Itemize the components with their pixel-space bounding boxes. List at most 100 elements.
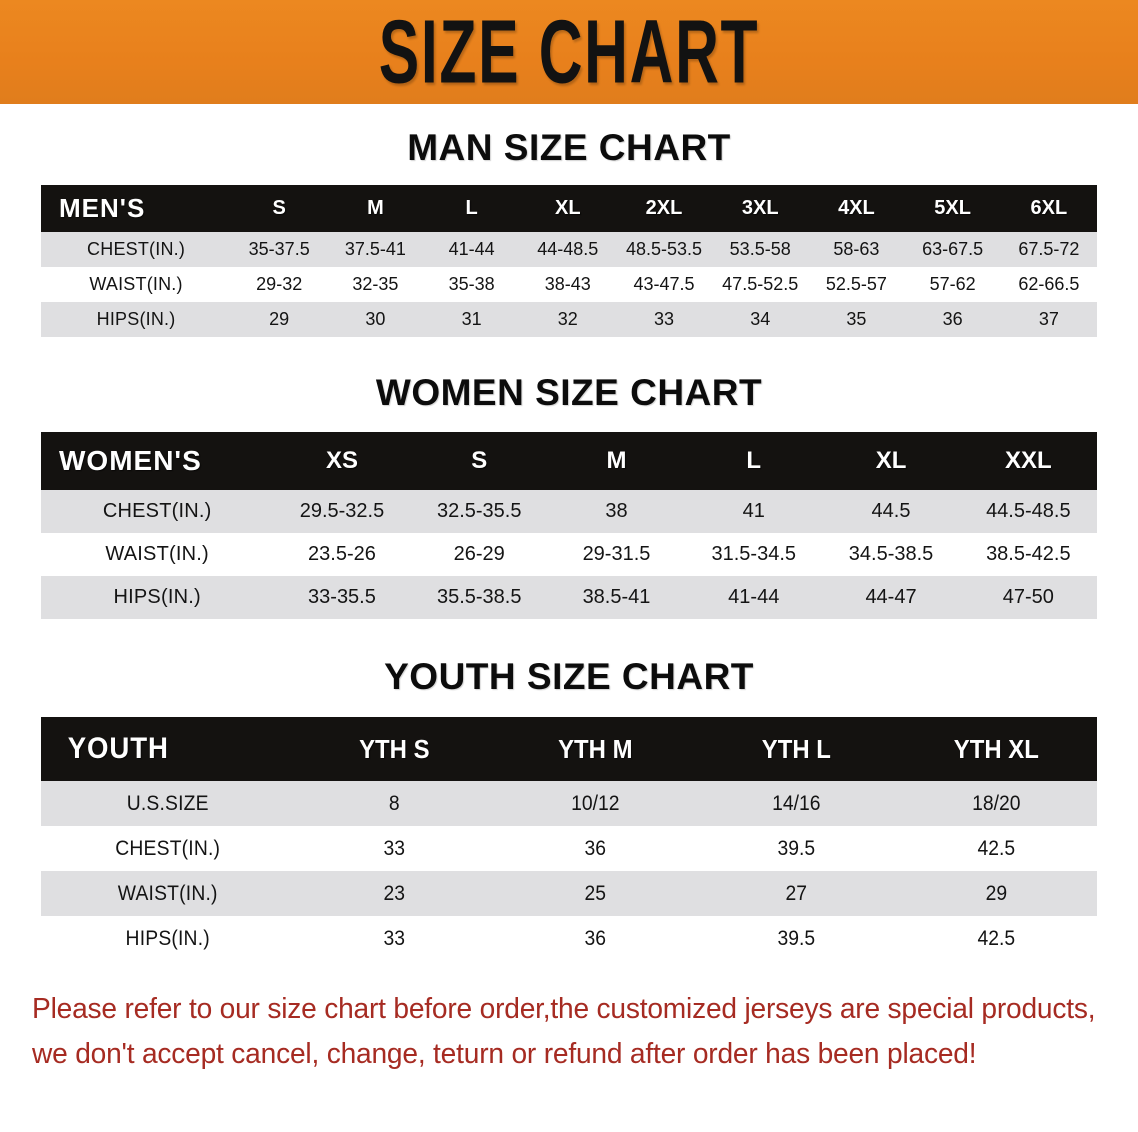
women-section-title: WOMEN SIZE CHART	[375, 372, 763, 413]
man-measurement-value: 35-38	[448, 274, 495, 294]
women-size-column-header: XS	[325, 447, 358, 474]
women-measurement-value: 31.5-34.5	[711, 543, 797, 565]
man-measurement-value: 29	[269, 309, 290, 329]
man-measurement-value: 38-43	[544, 274, 591, 294]
youth-measurement-value: 36	[584, 836, 607, 860]
women-measurement-value: 47-50	[1002, 586, 1054, 608]
youth-measurement-value: 33	[383, 836, 406, 860]
women-table-row: HIPS(IN.) 33-35.5 35.5-38.5 38.5-41 41-44 44-…	[41, 576, 1097, 619]
man-table-body: CHEST(IN.) 35-37.5 37.5-41 41-44 44-48.5 48.5…	[41, 232, 1097, 337]
man-measurement-value: 44-48.5	[537, 239, 599, 259]
women-size-column-header: XL	[875, 447, 907, 474]
man-size-table: MEN'S S M L XL 2XL 3XL 4XL 5XL 6XL CHEST(IN.) 35-3…	[41, 185, 1097, 337]
women-measurement-value: 23.5-26	[308, 543, 376, 565]
man-measurement-label: CHEST(IN.)	[87, 239, 186, 259]
women-table-row: WAIST(IN.) 23.5-26 26-29 29-31.5 31.5-34.5 34…	[41, 533, 1097, 576]
women-header-row: WOMEN'S XS S M L XL XXL	[41, 432, 1097, 490]
man-measurement-value: 48.5-53.5	[625, 239, 703, 259]
youth-table-row: HIPS(IN.) 33 36 39.5 42.5	[41, 916, 1097, 961]
youth-table-head: YOUTH YTH S YTH M YTH L YTH XL	[41, 717, 1097, 781]
man-size-column-header: 2XL	[645, 197, 683, 219]
man-measurement-value: 37.5-41	[344, 239, 406, 259]
page-banner: SIZE CHART	[0, 0, 1138, 104]
man-size-column-header: 5XL	[934, 197, 971, 219]
youth-table-body: U.S.SIZE 8 10/12 14/16 18/20 CHEST(IN.) 33 36 39…	[41, 781, 1097, 961]
man-table-row: HIPS(IN.) 29 30 31 32 33 34 35 36 37	[41, 302, 1097, 337]
man-measurement-value: 58-63	[833, 239, 880, 259]
youth-table-row: WAIST(IN.) 23 25 27 29	[41, 871, 1097, 916]
man-table-row: WAIST(IN.) 29-32 32-35 35-38 38-43 43-47.5 47.…	[41, 267, 1097, 302]
man-table-head: MEN'S S M L XL 2XL 3XL 4XL 5XL 6XL	[41, 185, 1097, 232]
man-size-column-header: S	[272, 197, 286, 219]
women-measurement-value: 41-44	[728, 586, 780, 608]
youth-table-row: CHEST(IN.) 33 36 39.5 42.5	[41, 826, 1097, 871]
man-measurement-value: 63-67.5	[922, 239, 984, 259]
women-measurement-value: 34.5-38.5	[848, 543, 934, 565]
man-measurement-value: 67.5-72	[1018, 239, 1080, 259]
youth-measurement-value: 27	[785, 881, 807, 905]
women-measurement-value: 41	[742, 500, 765, 522]
women-measurement-label: CHEST(IN.)	[102, 500, 212, 522]
youth-measurement-label: CHEST(IN.)	[115, 836, 221, 860]
youth-measurement-value: 18/20	[972, 791, 1021, 815]
women-measurement-value: 38.5-42.5	[986, 543, 1071, 565]
youth-section-title: YOUTH SIZE CHART	[384, 656, 754, 697]
women-measurement-value: 38	[605, 500, 628, 522]
youth-size-table: YOUTH YTH S YTH M YTH L YTH XL U.S.SIZE 8 10/1…	[41, 717, 1097, 961]
man-size-column-header: 6XL	[1030, 197, 1068, 219]
man-size-column-header: 3XL	[741, 197, 779, 219]
women-size-column-header: M	[606, 447, 627, 474]
man-measurement-value: 34	[750, 309, 771, 329]
man-measurement-value: 43-47.5	[633, 274, 695, 294]
women-size-table-wrapper: WOMEN'S XS S M L XL XXL CHEST(IN.) 29.5-32.5 32.…	[41, 432, 1097, 619]
women-measurement-value: 32.5-35.5	[436, 500, 522, 522]
women-measurement-value: 26-29	[453, 543, 505, 565]
man-measurement-value: 35	[846, 309, 867, 329]
youth-measurement-value: 42.5	[977, 926, 1016, 950]
women-table-body: CHEST(IN.) 29.5-32.5 32.5-35.5 38 41 44.5 44.5…	[41, 490, 1097, 619]
man-size-column-header: L	[465, 197, 478, 219]
man-header-row: MEN'S S M L XL 2XL 3XL 4XL 5XL 6XL	[41, 185, 1097, 232]
youth-measurement-value: 8	[389, 791, 401, 815]
order-policy-notice: Please refer to our size chart before or…	[32, 987, 1106, 1077]
youth-measurement-value: 39.5	[777, 836, 815, 860]
man-measurement-value: 53.5-58	[729, 239, 791, 259]
women-measurement-value: 44-47	[865, 586, 917, 608]
youth-measurement-label: WAIST(IN.)	[117, 881, 218, 905]
women-table-corner-label: WOMEN'S	[59, 445, 202, 476]
youth-measurement-value: 33	[383, 926, 406, 950]
man-measurement-value: 52.5-57	[825, 274, 887, 294]
notice-line-2: we don't accept cancel, change, teturn o…	[32, 1038, 977, 1070]
man-measurement-label: WAIST(IN.)	[89, 274, 183, 294]
man-measurement-value: 32-35	[352, 274, 399, 294]
page-title: SIZE CHART	[378, 0, 760, 103]
man-measurement-value: 29-32	[256, 274, 303, 294]
youth-header-row: YOUTH YTH S YTH M YTH L YTH XL	[41, 717, 1097, 781]
notice-line-1: Please refer to our size chart before or…	[32, 993, 1096, 1025]
women-table-head: WOMEN'S XS S M L XL XXL	[41, 432, 1097, 490]
youth-size-column-header: YTH M	[558, 733, 633, 764]
youth-measurement-label: U.S.SIZE	[126, 791, 209, 815]
women-size-column-header: S	[471, 447, 488, 474]
youth-measurement-value: 10/12	[571, 791, 620, 815]
youth-measurement-label: HIPS(IN.)	[125, 926, 210, 950]
women-measurement-label: HIPS(IN.)	[113, 586, 201, 608]
man-measurement-label: HIPS(IN.)	[96, 309, 176, 329]
man-table-row: CHEST(IN.) 35-37.5 37.5-41 41-44 44-48.5 48.5…	[41, 232, 1097, 267]
man-section-title: MAN SIZE CHART	[407, 127, 731, 168]
women-measurement-value: 29-31.5	[582, 543, 651, 565]
man-measurement-value: 31	[461, 309, 482, 329]
man-measurement-value: 41-44	[448, 239, 495, 259]
youth-size-table-wrapper: YOUTH YTH S YTH M YTH L YTH XL U.S.SIZE 8 10/1…	[41, 717, 1097, 961]
man-measurement-value: 47.5-52.5	[722, 274, 799, 294]
man-measurement-value: 30	[365, 309, 386, 329]
youth-size-column-header: YTH XL	[954, 733, 1040, 764]
man-measurement-value: 37	[1038, 309, 1059, 329]
youth-measurement-value: 25	[584, 881, 607, 905]
man-table-corner-label: MEN'S	[59, 193, 146, 223]
women-measurement-value: 35.5-38.5	[436, 586, 522, 608]
women-size-table: WOMEN'S XS S M L XL XXL CHEST(IN.) 29.5-32.5 32.…	[41, 432, 1097, 619]
women-measurement-value: 44.5	[871, 500, 911, 522]
man-measurement-value: 57-62	[929, 274, 976, 294]
women-measurement-value: 29.5-32.5	[299, 500, 385, 522]
